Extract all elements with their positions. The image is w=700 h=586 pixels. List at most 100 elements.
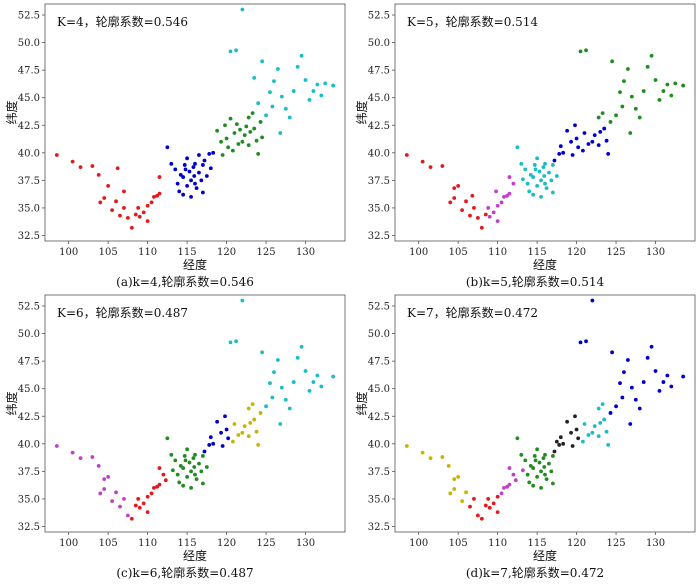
y-tick-label: 47.5 <box>18 357 40 368</box>
data-point <box>543 452 547 457</box>
data-point <box>240 298 245 303</box>
data-point <box>191 165 196 170</box>
data-point <box>547 461 551 466</box>
y-tick-label: 40.0 <box>368 148 390 159</box>
scatter-chart: 100 105 110 115 120 125 130 32.5 35.0 37.5 40.0 42.… <box>354 294 696 580</box>
data-point <box>590 139 595 144</box>
data-point <box>582 131 587 135</box>
data-point <box>129 516 134 521</box>
data-point <box>610 350 615 355</box>
y-tick-label: 35.0 <box>18 203 40 214</box>
data-point <box>303 78 308 82</box>
data-point <box>223 414 227 419</box>
data-point <box>242 133 247 138</box>
data-point <box>78 456 83 461</box>
data-point <box>183 167 188 172</box>
x-tick-label: 130 <box>646 538 665 549</box>
data-point <box>596 143 601 147</box>
data-point <box>181 466 186 470</box>
data-point <box>275 67 280 71</box>
data-point <box>189 178 193 183</box>
data-point <box>519 452 524 457</box>
data-point <box>531 192 536 197</box>
chart-title: K=7，轮廓系数=0.472 <box>407 305 538 320</box>
data-point <box>181 175 186 179</box>
data-point <box>576 145 581 150</box>
data-point <box>232 422 237 426</box>
data-point <box>584 339 588 344</box>
data-point <box>258 411 263 415</box>
x-tick-label: 130 <box>296 538 315 549</box>
data-point <box>661 89 666 93</box>
x-tick-label: 110 <box>138 538 157 549</box>
plot-frame <box>394 3 696 242</box>
data-point <box>629 94 634 99</box>
x-tick-label: 125 <box>257 247 276 258</box>
data-point <box>440 455 445 459</box>
data-point <box>404 444 409 448</box>
data-point <box>561 441 566 446</box>
data-point <box>70 159 75 164</box>
data-point <box>483 503 488 508</box>
data-point <box>535 474 540 479</box>
x-tick-label: 120 <box>567 247 586 258</box>
data-point <box>464 199 468 204</box>
y-tick-label: 37.5 <box>18 467 40 478</box>
data-point <box>637 115 642 120</box>
data-point <box>187 169 192 174</box>
data-point <box>149 200 154 205</box>
data-point <box>200 190 205 195</box>
data-point <box>260 135 265 140</box>
data-point <box>565 419 570 424</box>
data-point <box>240 139 245 144</box>
data-point <box>278 131 283 135</box>
data-point <box>106 474 111 479</box>
data-point <box>145 494 150 499</box>
data-point <box>197 461 201 466</box>
data-point <box>590 430 595 435</box>
data-point <box>592 424 597 429</box>
y-tick-label: 32.5 <box>18 522 40 533</box>
data-point <box>604 429 609 434</box>
data-point <box>215 419 220 424</box>
data-point <box>98 491 103 496</box>
data-point <box>495 494 500 499</box>
data-point <box>189 469 193 474</box>
data-point <box>228 340 233 345</box>
data-point <box>570 153 575 157</box>
data-point <box>295 64 300 69</box>
data-point <box>578 49 583 54</box>
data-point <box>622 370 626 375</box>
data-point <box>608 120 613 124</box>
data-point <box>549 469 554 474</box>
data-point <box>511 472 516 477</box>
data-point <box>428 165 433 170</box>
data-point <box>220 444 225 448</box>
y-axis-label: 纬度 <box>354 391 369 415</box>
data-point <box>169 161 174 166</box>
x-tick-label: 110 <box>488 247 507 258</box>
data-point <box>234 48 238 53</box>
data-point <box>161 472 166 477</box>
x-axis-label: 经度 <box>183 257 207 272</box>
data-point <box>525 472 530 477</box>
data-point <box>90 455 95 459</box>
data-point <box>479 516 484 521</box>
data-point <box>193 161 197 166</box>
data-point <box>250 402 255 407</box>
data-point <box>641 380 646 384</box>
data-point <box>226 145 231 150</box>
data-point <box>228 49 233 54</box>
data-point <box>200 454 205 458</box>
data-point <box>278 422 283 426</box>
data-point <box>270 104 275 109</box>
x-tick-label: 120 <box>217 538 236 549</box>
data-point <box>420 159 425 164</box>
data-point <box>275 358 280 362</box>
x-tick-label: 110 <box>488 538 507 549</box>
data-point <box>669 93 674 98</box>
data-point <box>629 385 634 390</box>
data-point <box>248 129 253 134</box>
x-axis-label: 经度 <box>183 548 207 563</box>
data-point <box>637 406 642 411</box>
